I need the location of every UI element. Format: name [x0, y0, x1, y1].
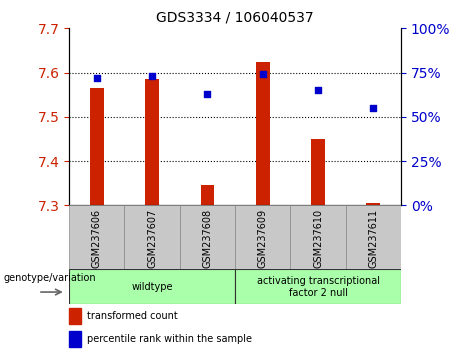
- Point: [204, 91, 211, 97]
- Text: GSM237609: GSM237609: [258, 209, 268, 268]
- Bar: [366, 203, 380, 205]
- Bar: [69, 269, 235, 304]
- Bar: [124, 205, 180, 269]
- Bar: [69, 205, 124, 269]
- Text: GSM237611: GSM237611: [368, 209, 378, 268]
- Bar: [201, 185, 214, 205]
- Text: activating transcriptional
factor 2 null: activating transcriptional factor 2 null: [257, 276, 379, 298]
- Point: [370, 105, 377, 111]
- Bar: [235, 205, 290, 269]
- Title: GDS3334 / 106040537: GDS3334 / 106040537: [156, 10, 314, 24]
- Bar: [235, 269, 401, 304]
- Text: GSM237610: GSM237610: [313, 209, 323, 268]
- Text: wildtype: wildtype: [131, 282, 173, 292]
- Text: GSM237607: GSM237607: [147, 209, 157, 268]
- Bar: [290, 205, 346, 269]
- Text: genotype/variation: genotype/variation: [4, 273, 96, 283]
- Bar: [346, 205, 401, 269]
- Text: transformed count: transformed count: [88, 311, 178, 321]
- Bar: [256, 62, 270, 205]
- Bar: [69, 331, 81, 347]
- Bar: [311, 139, 325, 205]
- Bar: [145, 79, 159, 205]
- Text: percentile rank within the sample: percentile rank within the sample: [88, 334, 253, 344]
- Point: [314, 87, 322, 93]
- Bar: [180, 205, 235, 269]
- Point: [93, 75, 100, 81]
- Text: GSM237608: GSM237608: [202, 209, 213, 268]
- Bar: [90, 88, 104, 205]
- Point: [148, 73, 156, 79]
- Text: GSM237606: GSM237606: [92, 209, 102, 268]
- Point: [259, 72, 266, 77]
- Bar: [69, 308, 81, 324]
